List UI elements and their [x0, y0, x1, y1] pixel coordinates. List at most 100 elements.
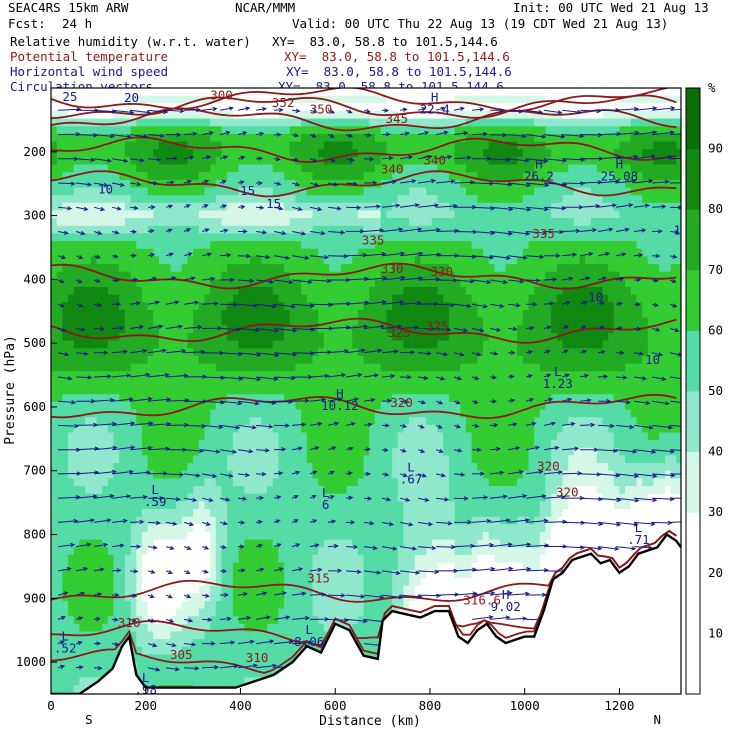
rh-cell [170, 156, 177, 166]
rh-cell [136, 585, 143, 594]
rh-cell [119, 340, 126, 349]
rh-cell [107, 409, 115, 418]
rh-cell [227, 256, 234, 265]
rh-cell [301, 126, 308, 135]
rh-cell [380, 118, 387, 127]
rh-cell [278, 554, 285, 564]
rh-cell [113, 149, 120, 158]
rh-cell [85, 424, 92, 434]
rh-cell [380, 310, 387, 319]
rh-cell [227, 133, 234, 143]
rh-cell [306, 593, 314, 602]
rh-cell [329, 463, 336, 472]
rh-cell [119, 417, 126, 426]
rh-cell [62, 516, 69, 525]
rh-cell [323, 539, 331, 548]
rh-cell [147, 539, 154, 548]
rh-cell [409, 325, 416, 334]
header-valid: Valid: 00 UTC Thu 22 Aug 13 (19 CDT Wed … [292, 16, 669, 31]
rh-cell [153, 585, 160, 594]
rh-cell [141, 447, 149, 457]
rh-cell [301, 631, 308, 640]
rh-cell [380, 302, 387, 311]
rh-cell [306, 478, 314, 487]
rh-cell [414, 539, 422, 548]
rh-cell [363, 593, 370, 602]
rh-cell [357, 340, 365, 349]
rh-cell [198, 608, 206, 617]
rh-cell [79, 202, 86, 212]
rh-cell [210, 600, 217, 610]
rh-cell [267, 424, 274, 434]
rh-cell [130, 241, 137, 250]
rh-cell [329, 302, 336, 311]
rh-cell [284, 478, 291, 487]
rh-cell [267, 669, 274, 679]
rh-cell [267, 455, 274, 464]
rh-cell [380, 547, 387, 556]
rh-cell [62, 287, 69, 296]
rh-cell [187, 371, 194, 380]
rh-cell [130, 509, 137, 518]
rh-cell [261, 562, 268, 571]
rh-cell [267, 516, 274, 525]
rh-cell [130, 623, 137, 633]
rh-cell [159, 547, 166, 556]
rh-cell [261, 623, 268, 633]
rh-cell [397, 248, 404, 257]
rh-cell [420, 256, 427, 265]
rh-cell [267, 103, 274, 112]
rh-cell [107, 585, 115, 594]
rh-cell [238, 310, 245, 319]
rh-cell [56, 532, 63, 541]
rh-cell [312, 256, 319, 265]
rh-cell [306, 149, 314, 158]
rh-cell [79, 593, 86, 602]
rh-cell [255, 424, 262, 434]
rh-cell [51, 218, 58, 227]
rh-cell [272, 241, 279, 250]
rh-cell [232, 310, 240, 319]
rh-cell [244, 501, 251, 510]
rh-cell [51, 156, 58, 166]
rh-cell [261, 218, 268, 227]
rh-cell [278, 241, 285, 250]
rh-cell [363, 608, 370, 617]
rh-cell [96, 669, 103, 679]
rh-cell [249, 302, 257, 311]
rh-cell [164, 677, 171, 686]
rh-cell [335, 524, 342, 533]
rh-cell [232, 524, 240, 533]
rh-cell [170, 463, 177, 472]
rh-cell [403, 95, 410, 104]
rh-cell [369, 631, 376, 640]
rh-cell [96, 378, 103, 388]
rh-cell [73, 195, 80, 204]
rh-cell [102, 164, 109, 173]
rh-cell [56, 669, 63, 679]
rh-cell [272, 363, 279, 372]
rh-cell [215, 600, 223, 610]
rh-cell [153, 516, 160, 525]
rh-cell [249, 440, 257, 449]
rh-cell [198, 233, 206, 242]
rh-cell [51, 371, 58, 380]
rh-cell [215, 486, 223, 495]
rh-cell [90, 195, 98, 204]
rh-cell [318, 103, 325, 112]
rh-cell [329, 585, 336, 594]
rh-cell [90, 302, 98, 311]
rh-cell [284, 577, 291, 587]
rh-cell [62, 325, 69, 334]
rh-cell [306, 363, 314, 372]
rh-cell [176, 287, 183, 296]
rh-cell [164, 294, 171, 303]
rh-cell [284, 294, 291, 303]
rh-cell [409, 516, 416, 525]
rh-cell [397, 547, 404, 556]
rh-cell [369, 179, 376, 189]
rh-cell [267, 218, 274, 227]
rh-cell [51, 623, 58, 633]
rh-cell [141, 646, 149, 656]
rh-cell [102, 287, 109, 296]
